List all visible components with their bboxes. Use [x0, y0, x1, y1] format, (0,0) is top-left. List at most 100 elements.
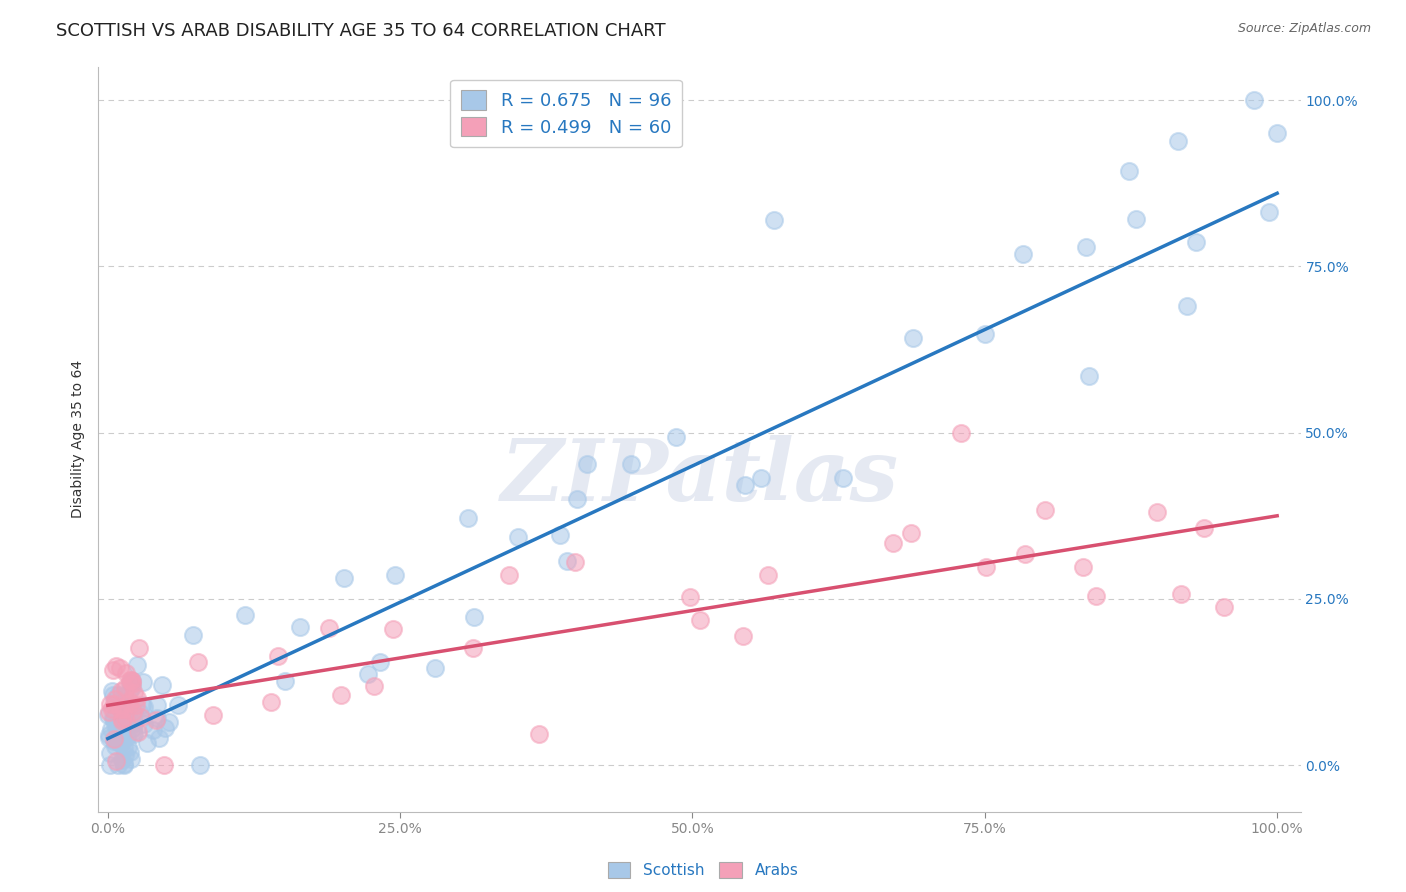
Point — [1243, 93, 1265, 107]
Point — [329, 688, 352, 702]
Point — [107, 689, 129, 703]
Point — [103, 697, 125, 711]
Point — [564, 555, 586, 569]
Legend: R = 0.675   N = 96, R = 0.499   N = 60: R = 0.675 N = 96, R = 0.499 N = 60 — [450, 79, 682, 147]
Point — [97, 708, 120, 723]
Point — [135, 736, 157, 750]
Point — [832, 471, 855, 485]
Point — [107, 758, 129, 772]
Point — [112, 702, 135, 716]
Point — [120, 745, 142, 759]
Point — [117, 705, 139, 719]
Point — [153, 758, 176, 772]
Point — [101, 663, 124, 677]
Point — [115, 707, 138, 722]
Point — [97, 728, 120, 742]
Point — [127, 690, 149, 705]
Point — [1076, 240, 1098, 254]
Point — [111, 733, 134, 747]
Point — [108, 661, 131, 675]
Point — [188, 758, 211, 772]
Point — [1014, 547, 1036, 561]
Point — [575, 457, 598, 471]
Point — [665, 429, 688, 443]
Point — [111, 712, 134, 726]
Point — [187, 656, 209, 670]
Point — [235, 608, 257, 623]
Point — [118, 675, 141, 690]
Point — [134, 716, 156, 731]
Point — [181, 628, 204, 642]
Point — [150, 678, 173, 692]
Point — [108, 702, 131, 716]
Point — [363, 679, 385, 693]
Point — [157, 715, 180, 730]
Point — [114, 681, 136, 696]
Point — [122, 705, 145, 719]
Point — [101, 711, 124, 725]
Point — [132, 675, 155, 690]
Point — [108, 725, 131, 739]
Point — [111, 753, 134, 767]
Point — [121, 677, 143, 691]
Point — [110, 714, 132, 728]
Point — [142, 723, 165, 738]
Point — [125, 698, 148, 712]
Point — [114, 747, 136, 762]
Point — [689, 613, 711, 627]
Point — [100, 722, 122, 736]
Point — [112, 741, 135, 756]
Point — [121, 716, 143, 731]
Point — [103, 734, 125, 748]
Point — [734, 477, 756, 491]
Point — [368, 655, 391, 669]
Point — [108, 735, 131, 749]
Point — [1085, 590, 1108, 604]
Point — [508, 530, 530, 544]
Point — [153, 721, 176, 735]
Point — [127, 724, 149, 739]
Point — [117, 739, 139, 754]
Point — [122, 715, 145, 730]
Point — [98, 758, 121, 772]
Point — [124, 726, 146, 740]
Point — [128, 641, 150, 656]
Point — [678, 590, 700, 604]
Point — [131, 698, 153, 712]
Point — [145, 698, 167, 712]
Point — [117, 730, 139, 744]
Point — [105, 659, 128, 673]
Point — [1125, 211, 1147, 226]
Point — [127, 657, 149, 672]
Point — [529, 727, 551, 741]
Point — [381, 623, 404, 637]
Point — [555, 554, 578, 568]
Point — [974, 560, 997, 574]
Point — [1194, 521, 1216, 535]
Point — [103, 732, 125, 747]
Point — [267, 648, 290, 663]
Point — [128, 706, 150, 721]
Point — [104, 718, 127, 732]
Point — [620, 457, 643, 471]
Point — [260, 695, 283, 709]
Point — [548, 527, 571, 541]
Point — [105, 754, 128, 768]
Point — [105, 733, 128, 747]
Point — [333, 570, 356, 584]
Point — [463, 610, 485, 624]
Point — [167, 698, 190, 712]
Point — [121, 680, 143, 694]
Point — [1184, 235, 1206, 249]
Point — [974, 327, 997, 342]
Point — [1071, 560, 1094, 574]
Point — [1265, 127, 1288, 141]
Point — [111, 735, 134, 749]
Point — [98, 705, 121, 719]
Point — [1078, 369, 1101, 384]
Point — [110, 733, 132, 747]
Point — [749, 470, 772, 484]
Text: Source: ZipAtlas.com: Source: ZipAtlas.com — [1237, 22, 1371, 36]
Point — [900, 526, 922, 541]
Point — [100, 701, 122, 715]
